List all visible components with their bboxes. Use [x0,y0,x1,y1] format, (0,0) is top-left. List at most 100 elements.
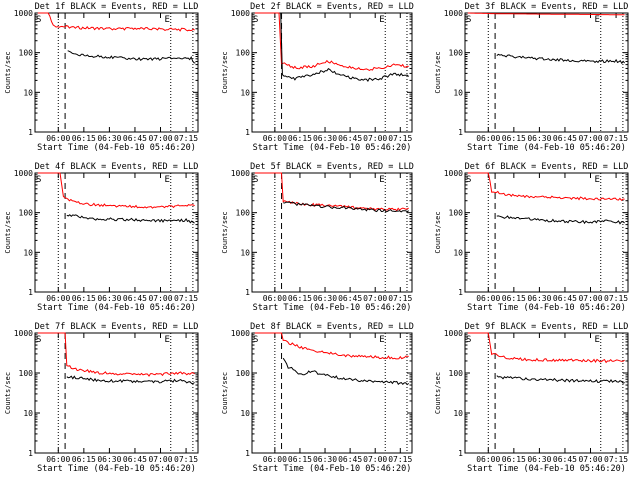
series-events-line [66,214,195,224]
x-tick-label: 07:00 [148,455,172,464]
x-tick-label: 06:15 [502,134,526,143]
y-tick-label: 100 [236,209,251,218]
x-tick-label: 06:00 [263,294,287,303]
y-axis-label: Counts/sec [221,211,229,253]
x-tick-label: 06:00 [476,294,500,303]
plot-frame [251,12,413,133]
x-tick-label: 06:45 [338,134,362,143]
y-tick-label: 1000 [14,9,33,18]
x-tick-label: 07:00 [578,134,602,143]
x-axis-label: Start Time (04-Feb-10 05:46:20) [253,303,412,313]
start-marker: S [36,175,41,185]
panel-det-9: Det 9f BLACK = Events, RED = LLD 1 10 100 10… [434,322,629,474]
plot-frame [464,332,629,454]
x-tick-label: 06:15 [502,455,526,464]
series-lld-line [37,172,195,209]
x-tick-label: 06:15 [288,455,312,464]
x-tick-label: 07:15 [174,455,198,464]
plot-frame [251,332,413,454]
y-tick-label: 1 [458,128,463,137]
x-tick-label: 07:00 [363,294,387,303]
y-tick-label: 1000 [231,9,250,18]
x-tick-label: 06:45 [553,294,577,303]
panel-det-8: Det 8f BLACK = Events, RED = LLD 1 10 100 10… [221,322,414,474]
x-tick-label: 07:00 [578,455,602,464]
x-tick-label: 07:00 [363,455,387,464]
series-lld-line [37,332,195,377]
x-axis-label: Start Time (04-Feb-10 05:46:20) [37,143,196,153]
y-tick-label: 1000 [14,169,33,178]
x-tick-label: 07:15 [604,294,628,303]
start-marker: S [36,15,41,25]
y-axis-label: Counts/sec [4,372,12,414]
series-events-line [283,201,409,213]
panel-title: Det 3f BLACK = Events, RED = LLD [465,2,629,12]
x-tick-label: 07:15 [388,134,412,143]
x-tick-label: 06:00 [46,294,70,303]
x-tick-label: 07:00 [578,294,602,303]
x-tick-label: 06:30 [97,455,121,464]
panel-title: Det 2f BLACK = Events, RED = LLD [250,2,414,12]
y-tick-label: 100 [449,209,464,218]
plot-frame [34,172,199,293]
y-tick-label: 1000 [231,169,250,178]
y-tick-label: 10 [23,409,33,418]
panel-title: Det 9f BLACK = Events, RED = LLD [465,322,629,332]
panel-title: Det 5f BLACK = Events, RED = LLD [250,162,414,172]
start-marker: S [253,175,258,185]
panel-title: Det 6f BLACK = Events, RED = LLD [465,162,629,172]
x-axis-label: Start Time (04-Feb-10 05:46:20) [467,303,626,313]
y-tick-label: 100 [236,49,251,58]
series-events-line [496,375,625,384]
end-marker: E [379,175,384,185]
start-marker: S [253,15,258,25]
y-tick-label: 10 [23,88,33,97]
x-tick-label: 06:45 [123,455,147,464]
x-tick-label: 06:30 [97,294,121,303]
plot-frame [34,332,199,454]
panel-title: Det 4f BLACK = Events, RED = LLD [35,162,199,172]
y-tick-label: 10 [23,248,33,257]
y-axis-label: Counts/sec [434,211,442,253]
x-axis-label: Start Time (04-Feb-10 05:46:20) [37,464,196,474]
y-tick-label: 100 [19,369,34,378]
x-tick-label: 06:45 [553,455,577,464]
series-lld-line [467,172,625,201]
series-lld-line [254,332,409,360]
panel-det-4: Det 4f BLACK = Events, RED = LLD 1 10 100 10… [4,162,199,313]
series-events-line [496,53,625,65]
y-tick-label: 10 [453,409,463,418]
x-axis-label: Start Time (04-Feb-10 05:46:20) [37,303,196,313]
series-lld-line [467,332,625,364]
x-tick-label: 07:15 [174,134,198,143]
y-tick-label: 10 [240,248,250,257]
x-tick-label: 06:30 [97,134,121,143]
x-tick-label: 06:15 [288,134,312,143]
y-axis-label: Counts/sec [4,51,12,93]
panel-title: Det 8f BLACK = Events, RED = LLD [250,322,414,332]
panel-det-3: Det 3f BLACK = Events, RED = LLD 1 10 100 10… [434,2,629,153]
plot-frame [251,172,413,293]
x-tick-label: 06:30 [527,134,551,143]
x-tick-label: 06:45 [553,134,577,143]
y-axis-label: Counts/sec [221,372,229,414]
plot-frame [464,12,629,133]
x-tick-label: 07:00 [148,294,172,303]
x-tick-label: 07:00 [148,134,172,143]
y-tick-label: 10 [453,248,463,257]
x-tick-label: 06:15 [502,294,526,303]
series-events-line [496,215,625,225]
panel-det-6: Det 6f BLACK = Events, RED = LLD 1 10 100 10… [434,162,629,313]
panel-title: Det 7f BLACK = Events, RED = LLD [35,322,199,332]
y-tick-label: 1 [28,128,33,137]
y-tick-label: 10 [240,88,250,97]
start-marker: S [466,15,471,25]
y-tick-label: 100 [449,369,464,378]
y-axis-label: Counts/sec [434,372,442,414]
y-tick-label: 100 [449,49,464,58]
panel-title: Det 1f BLACK = Events, RED = LLD [35,2,199,12]
panel-det-5: Det 5f BLACK = Events, RED = LLD 1 10 100 10… [221,162,414,313]
x-tick-label: 06:00 [263,134,287,143]
y-tick-label: 1 [245,288,250,297]
